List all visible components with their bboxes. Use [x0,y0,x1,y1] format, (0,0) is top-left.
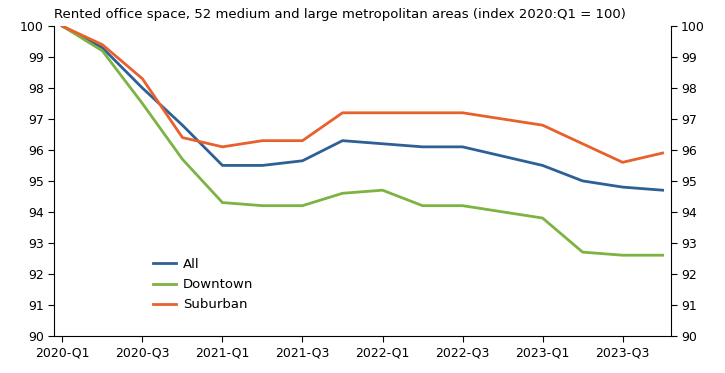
All [498,154,507,159]
Downtown [579,250,587,254]
Downtown [218,200,227,205]
All [618,185,627,189]
All [658,188,667,192]
Downtown [618,253,627,257]
Legend: All, Downtown, Suburban: All, Downtown, Suburban [147,253,259,317]
Suburban [178,135,187,140]
Downtown [418,203,427,208]
Suburban [378,110,387,115]
Suburban [58,24,67,28]
Suburban [258,138,267,143]
All [579,179,587,183]
Suburban [418,110,427,115]
Suburban [218,145,227,149]
Downtown [98,48,107,53]
All [298,159,307,163]
Suburban [298,138,307,143]
Suburban [658,151,667,155]
Downtown [298,203,307,208]
Downtown [138,101,146,106]
Suburban [538,123,547,128]
Downtown [498,210,507,214]
Line: Suburban: Suburban [62,26,663,162]
Downtown [258,203,267,208]
All [338,138,347,143]
All [418,145,427,149]
All [378,141,387,146]
Suburban [138,76,146,81]
Suburban [579,141,587,146]
Suburban [458,110,467,115]
All [58,24,67,28]
Downtown [538,216,547,220]
Downtown [378,188,387,192]
All [538,163,547,167]
Suburban [338,110,347,115]
Downtown [658,253,667,257]
All [178,123,187,128]
All [458,145,467,149]
Downtown [178,157,187,162]
Downtown [58,24,67,28]
All [98,46,107,50]
Text: Rented office space, 52 medium and large metropolitan areas (index 2020:Q1 = 100: Rented office space, 52 medium and large… [54,8,626,21]
Suburban [498,117,507,121]
Line: Downtown: Downtown [62,26,663,255]
All [138,86,146,90]
Suburban [98,43,107,47]
Downtown [338,191,347,195]
All [258,163,267,167]
Suburban [618,160,627,164]
Downtown [458,203,467,208]
All [218,163,227,167]
Line: All: All [62,26,663,190]
